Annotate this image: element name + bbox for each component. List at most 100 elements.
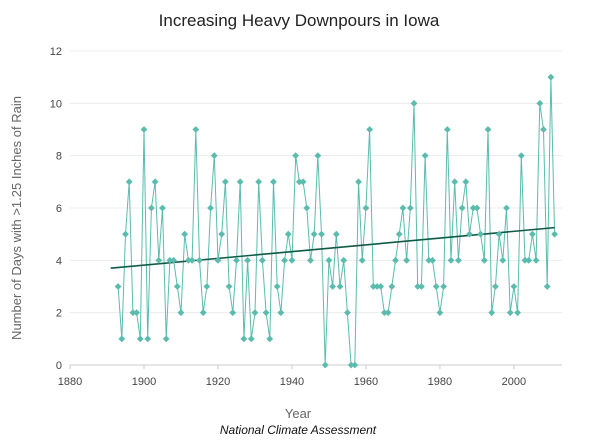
- data-point: [173, 283, 181, 290]
- data-point: [551, 230, 559, 238]
- data-point: [388, 283, 396, 290]
- data-point: [207, 204, 214, 212]
- data-point: [266, 335, 274, 343]
- data-point: [325, 256, 333, 264]
- data-point: [473, 204, 481, 212]
- x-axis-title: Year: [285, 406, 312, 421]
- data-point: [144, 335, 152, 343]
- data-point: [203, 283, 211, 290]
- x-tick-label: 1980: [428, 376, 452, 388]
- data-point: [277, 309, 285, 317]
- grid: [70, 50, 562, 366]
- data-point: [525, 256, 533, 264]
- data-point: [307, 256, 314, 264]
- x-tick-label: 1900: [132, 376, 156, 388]
- data-point: [517, 152, 525, 160]
- data-point: [477, 230, 485, 238]
- data-point: [295, 178, 303, 186]
- data-point: [125, 178, 133, 186]
- data-point: [162, 335, 170, 343]
- data-point: [129, 309, 137, 317]
- x-tick-label: 2000: [502, 376, 526, 388]
- data-point: [432, 283, 440, 290]
- x-tick-label: 1940: [280, 376, 304, 388]
- data-point: [462, 178, 470, 186]
- y-tick-label: 2: [56, 308, 62, 320]
- data-point: [503, 204, 510, 212]
- data-point: [443, 126, 451, 133]
- x-tick-label: 1960: [354, 376, 378, 388]
- data-point: [133, 309, 140, 317]
- data-point: [425, 256, 433, 264]
- data-point: [403, 256, 411, 264]
- data-point: [451, 178, 459, 186]
- data-point: [159, 204, 166, 212]
- data-point: [347, 361, 355, 369]
- data-point: [258, 256, 266, 264]
- data-point: [355, 178, 362, 186]
- data-point: [244, 256, 251, 264]
- data-point: [466, 230, 473, 238]
- y-tick-label: 0: [56, 360, 62, 372]
- data-point: [229, 309, 237, 317]
- data-point: [395, 230, 403, 238]
- data-point: [458, 204, 466, 212]
- y-tick-label: 6: [56, 203, 62, 215]
- data-point: [506, 309, 514, 317]
- source-credit: National Climate Assessment: [220, 423, 377, 437]
- x-axis-ticks: 1880 1900 1920 1940 1960 1980 2000: [58, 365, 526, 388]
- data-point: [321, 361, 329, 369]
- data-point: [340, 256, 348, 264]
- data-point: [484, 126, 492, 133]
- data-point: [384, 309, 392, 317]
- data-point: [495, 230, 503, 238]
- data-point: [255, 178, 263, 186]
- data-point: [529, 230, 536, 238]
- data-point: [532, 256, 540, 264]
- data-point: [303, 204, 311, 212]
- data-point: [284, 230, 292, 238]
- y-tick-label: 10: [50, 98, 62, 110]
- data-point: [288, 256, 296, 264]
- data-point: [114, 283, 122, 290]
- data-point: [381, 309, 388, 317]
- data-point: [140, 126, 148, 133]
- data-point: [184, 256, 192, 264]
- data-point: [510, 283, 518, 290]
- data-point: [233, 256, 240, 264]
- data-point: [480, 256, 488, 264]
- data-point: [147, 204, 155, 212]
- data-point: [196, 256, 203, 264]
- data-point: [421, 152, 429, 160]
- data-point: [377, 283, 385, 290]
- y-axis-title: Number of Days with >1.25 Inches of Rain: [9, 96, 24, 340]
- y-axis-ticks: 0 2 4 6 8 10 12: [50, 46, 62, 372]
- data-point: [192, 126, 200, 133]
- data-point: [188, 256, 196, 264]
- data-point: [418, 283, 425, 290]
- data-point: [399, 204, 407, 212]
- data-point: [499, 256, 507, 264]
- chart-title: Increasing Heavy Downpours in Iowa: [159, 11, 440, 30]
- data-point: [543, 283, 551, 290]
- data-point: [336, 283, 344, 290]
- data-point: [440, 283, 448, 290]
- data-point: [177, 309, 185, 317]
- data-point: [358, 256, 366, 264]
- data-point: [436, 309, 444, 317]
- data-point: [221, 178, 229, 186]
- data-point: [251, 309, 259, 317]
- data-point: [155, 256, 163, 264]
- data-point: [136, 335, 144, 343]
- data-points: [114, 73, 559, 369]
- data-point: [521, 256, 529, 264]
- y-tick-label: 8: [56, 151, 62, 163]
- data-point: [410, 99, 418, 107]
- data-point: [166, 256, 174, 264]
- data-point: [310, 230, 318, 238]
- data-point: [299, 178, 307, 186]
- data-point: [373, 283, 381, 290]
- series-line: [117, 77, 556, 366]
- data-point: [547, 73, 555, 81]
